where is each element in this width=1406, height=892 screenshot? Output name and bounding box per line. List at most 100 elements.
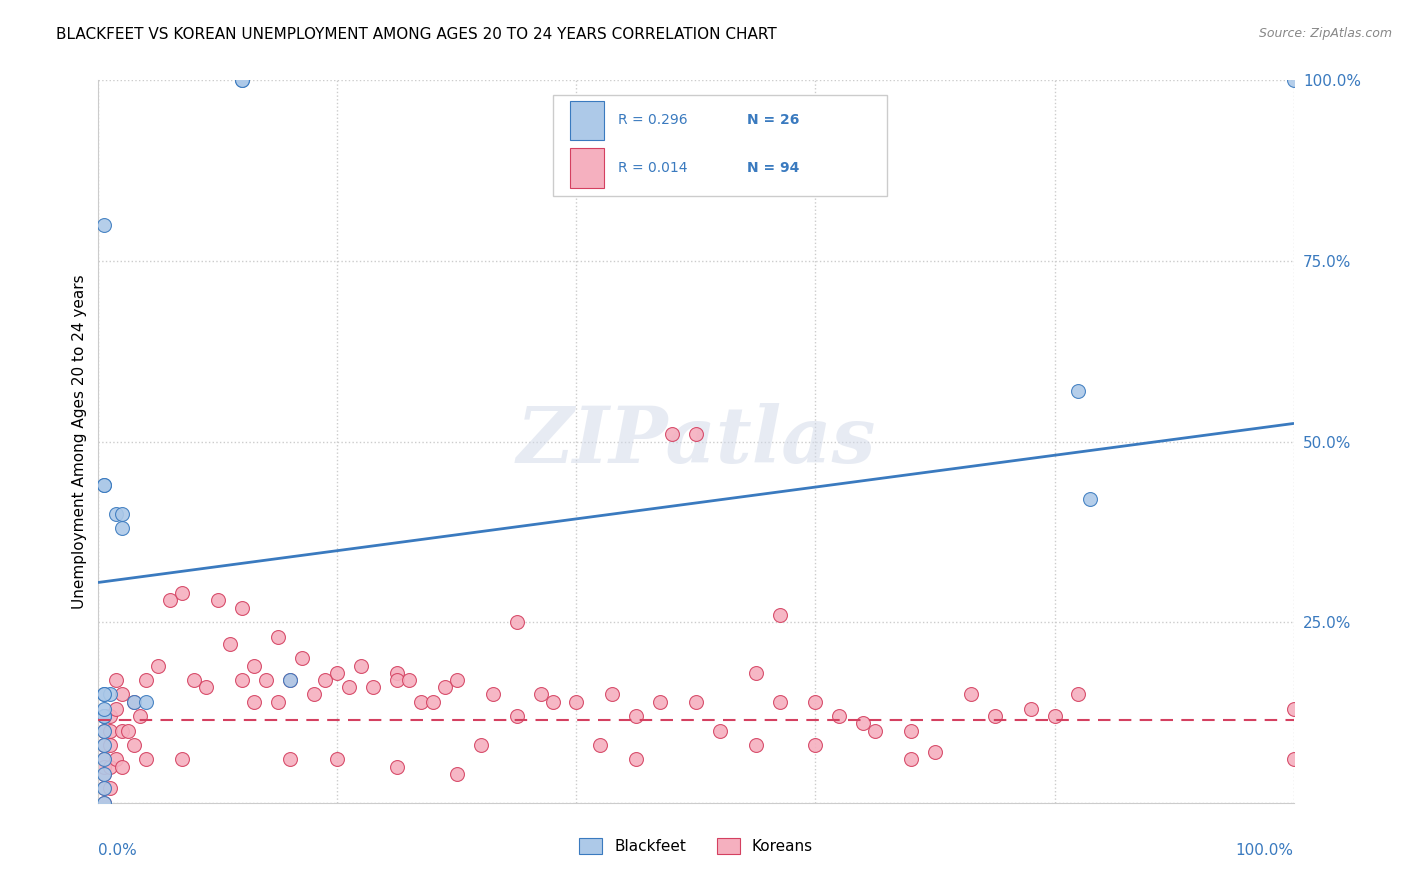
Point [93,760,115,774]
Point [105,752,128,766]
FancyBboxPatch shape [571,101,605,140]
Point [315,673,337,687]
Point [768,607,790,622]
Point [93,738,115,752]
Point [363,680,385,694]
Text: Source: ZipAtlas.com: Source: ZipAtlas.com [1258,27,1392,40]
Point [278,673,301,687]
Point [111,723,134,738]
Point [900,752,922,766]
Point [254,673,277,687]
Point [685,695,707,709]
Point [93,767,115,781]
Point [984,709,1007,723]
Point [135,752,157,766]
Point [93,738,115,752]
Text: 100.0%: 100.0% [1236,843,1294,857]
Point [565,695,588,709]
Point [93,709,115,723]
Point [111,521,134,535]
Point [111,760,134,774]
Point [398,673,420,687]
Point [1067,384,1090,398]
Point [350,658,373,673]
Point [1282,752,1305,766]
Point [745,738,768,752]
Point [385,673,409,687]
Point [924,745,946,759]
Point [326,665,349,680]
Point [124,695,146,709]
Point [105,673,128,687]
Text: N = 26: N = 26 [748,113,800,128]
Point [207,593,229,607]
Point [648,695,672,709]
Point [960,687,983,701]
Point [148,658,170,673]
Point [422,695,444,709]
Point [804,695,827,709]
Point [326,752,349,766]
Point [231,673,253,687]
Point [302,687,325,701]
Point [105,702,128,716]
Point [541,695,564,709]
FancyBboxPatch shape [571,148,605,188]
Point [267,630,290,644]
Point [98,760,122,774]
Point [685,427,707,442]
Point [291,651,314,665]
Point [98,709,122,723]
Point [1067,687,1090,701]
Point [93,709,115,723]
Point [93,218,115,232]
Point [231,73,253,87]
Point [135,695,157,709]
Text: R = 0.296: R = 0.296 [619,113,688,128]
Point [124,695,146,709]
Point [434,680,457,694]
Point [172,752,194,766]
Point [111,687,134,701]
Point [589,738,612,752]
Y-axis label: Unemployment Among Ages 20 to 24 years: Unemployment Among Ages 20 to 24 years [72,274,87,609]
Point [105,507,128,521]
Point [1282,702,1305,716]
Point [124,738,146,752]
Point [385,760,409,774]
Point [661,427,683,442]
Point [183,673,205,687]
Point [768,695,790,709]
Point [98,723,122,738]
Point [506,615,529,630]
Point [159,593,181,607]
Point [135,673,157,687]
Point [828,709,851,723]
Point [900,723,922,738]
Point [93,752,115,766]
Point [385,665,409,680]
Point [1282,73,1305,87]
Point [93,752,115,766]
Point [93,687,115,701]
Point [481,687,505,701]
Point [267,695,290,709]
Point [98,738,122,752]
Point [93,702,115,716]
Point [411,695,433,709]
Point [219,637,242,651]
Point [93,781,115,796]
Point [93,478,115,492]
Point [852,716,875,731]
Point [93,796,115,810]
Point [93,709,115,723]
Point [93,478,115,492]
Point [93,687,115,701]
Point [93,723,115,738]
Point [1043,709,1066,723]
Text: BLACKFEET VS KOREAN UNEMPLOYMENT AMONG AGES 20 TO 24 YEARS CORRELATION CHART: BLACKFEET VS KOREAN UNEMPLOYMENT AMONG A… [56,27,778,42]
Point [93,796,115,810]
Point [865,723,887,738]
Point [98,781,122,796]
Text: N = 94: N = 94 [748,161,800,175]
